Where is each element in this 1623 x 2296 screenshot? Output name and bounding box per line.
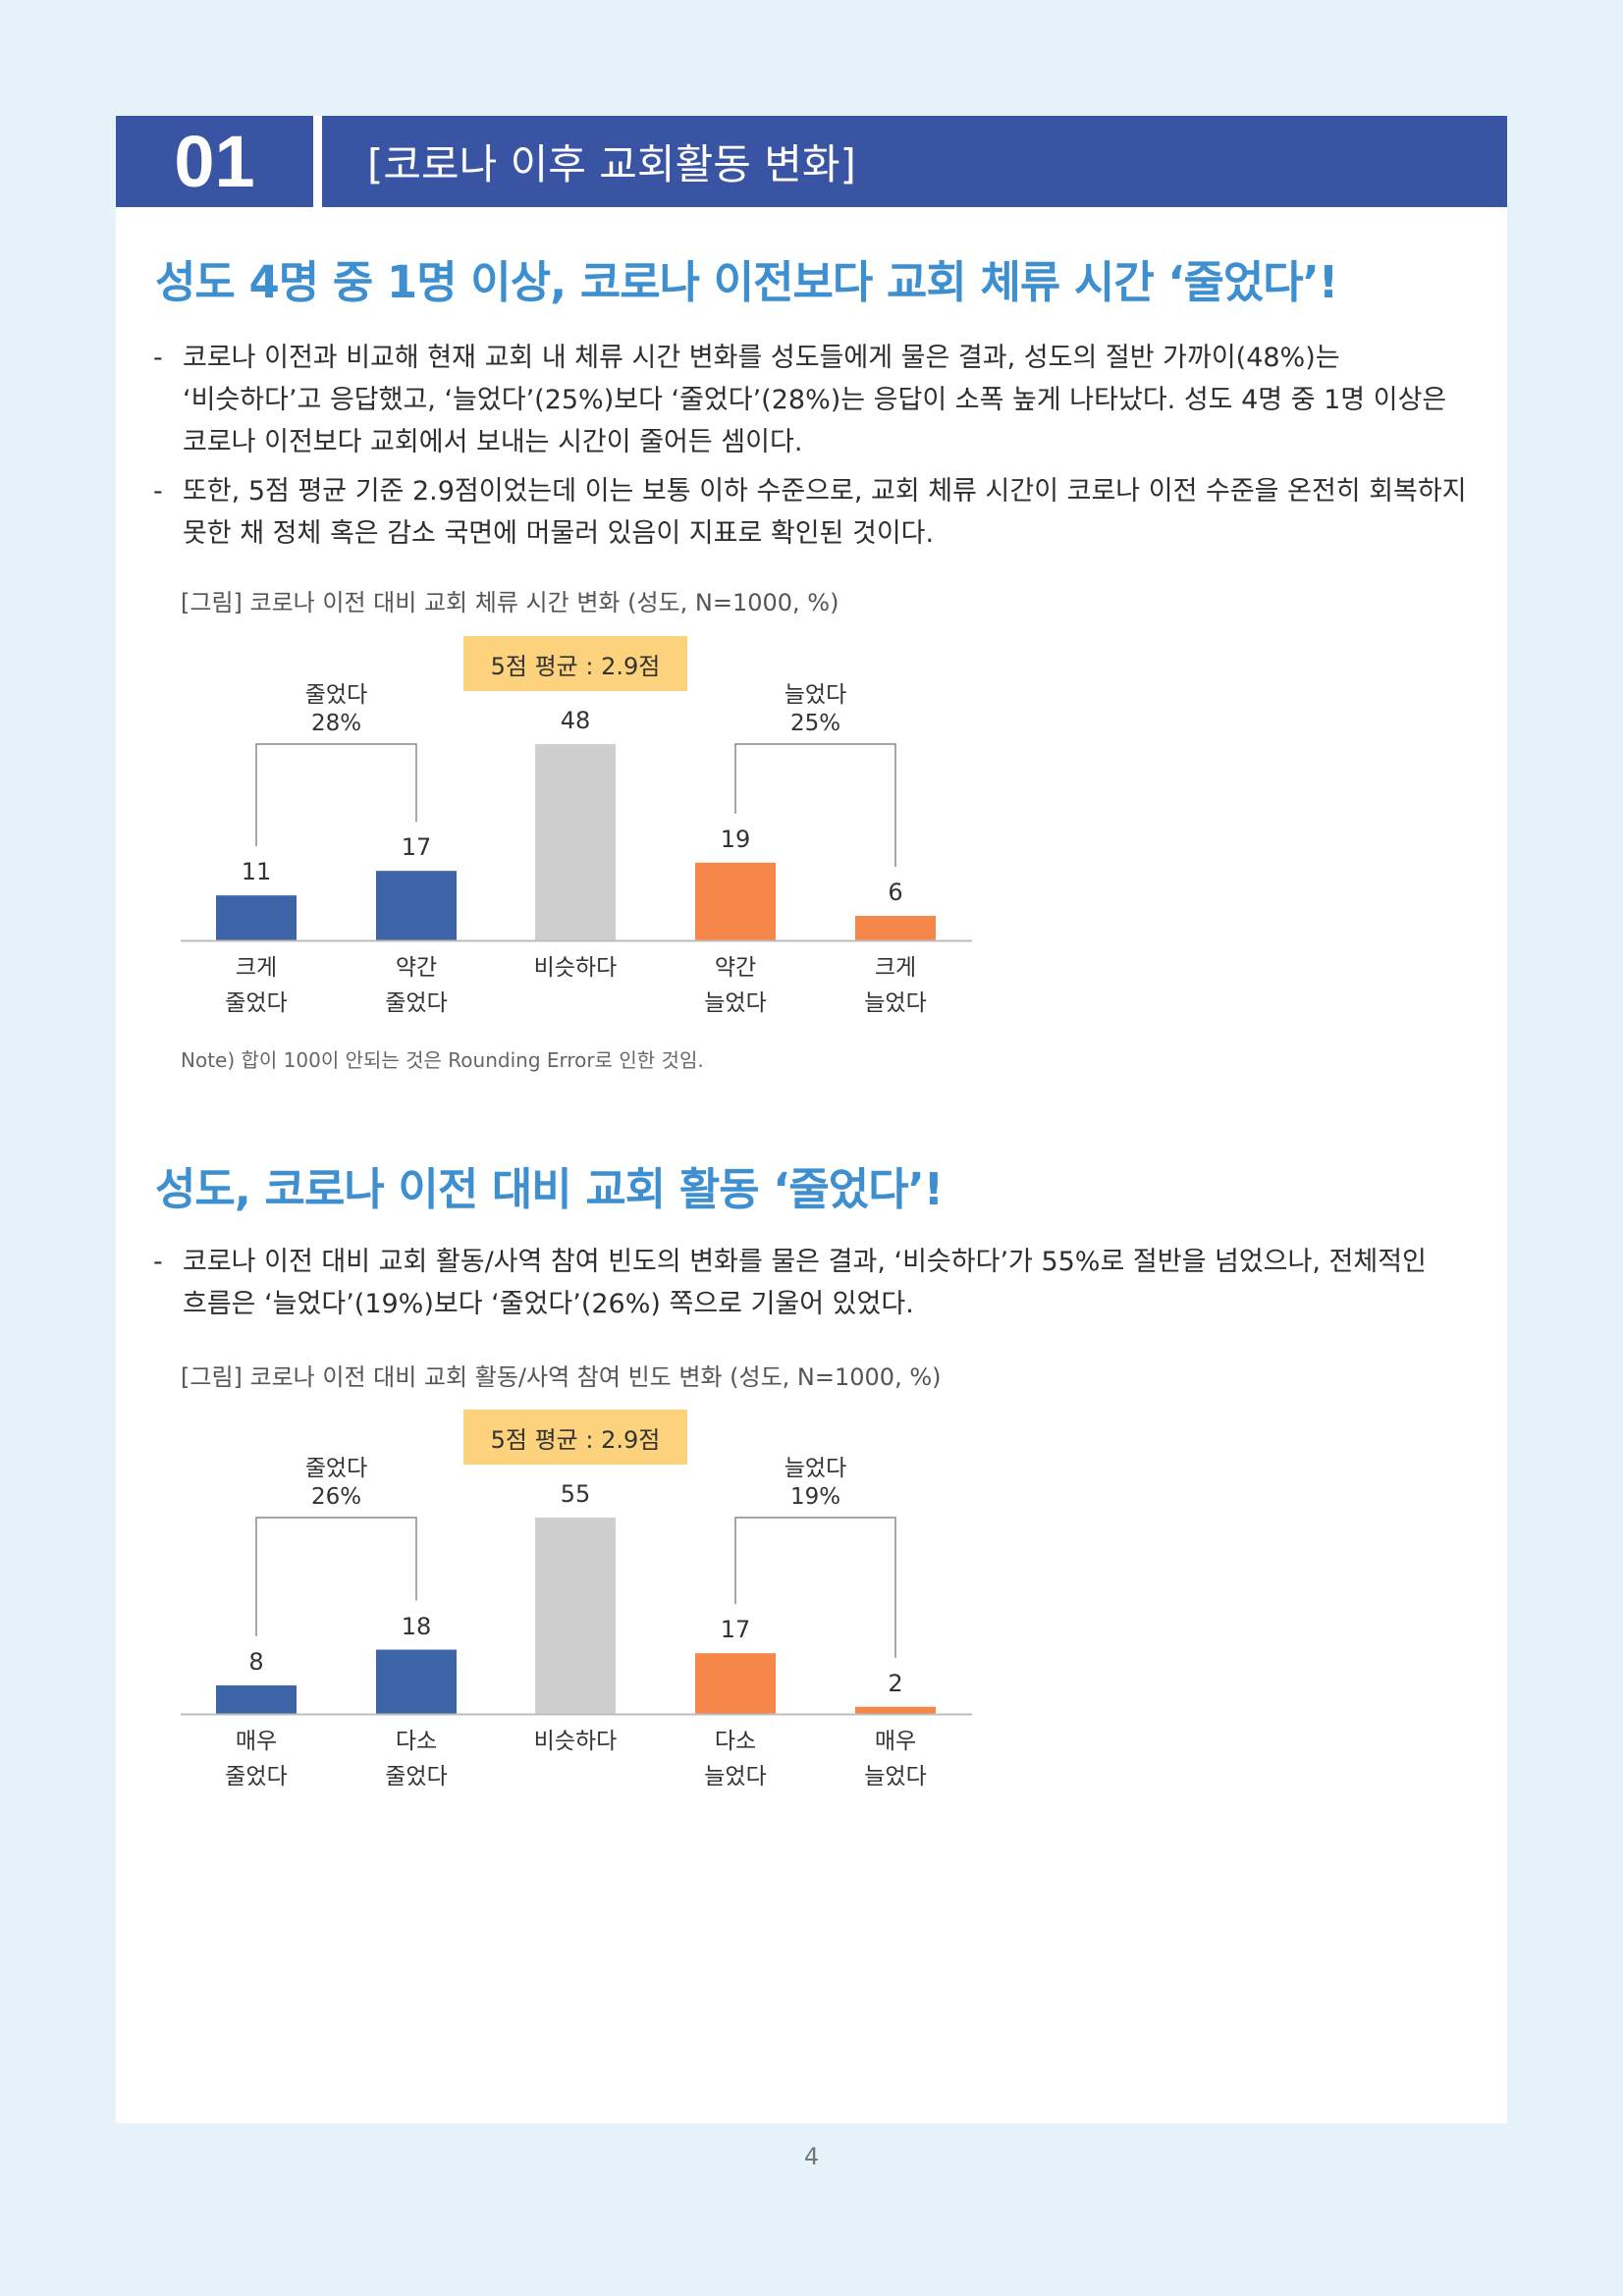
bar [695,1653,776,1714]
bullet-item: 코로나 이전 대비 교회 활동/사역 참여 빈도의 변화를 물은 결과, ‘비슷… [153,1241,1474,1325]
chart-svg [181,743,972,942]
group-name: 줄었다 [304,682,368,708]
category-label: 비슷하다 [507,950,644,986]
page: 01 [코로나 이후 교회활동 변화] 성도 4명 중 1명 이상, 코로나 이… [116,116,1507,2123]
bullet-item: 또한, 5점 평균 기준 2.9점이었는데 이는 보통 이하 수준으로, 교회 … [153,470,1474,555]
category-label: 비슷하다 [507,1724,644,1759]
figure-caption: [그림] 코로나 이전 대비 교회 체류 시간 변화 (성도, N=1000, … [181,589,839,616]
page-number: 4 [803,2143,820,2170]
bar-value-label: 6 [888,879,903,906]
category-label-line: 비슷하다 [533,1729,618,1754]
group-percent: 19% [789,1484,841,1510]
group-percent: 28% [310,711,362,736]
section-title: [코로나 이후 교회활동 변화] [322,116,1507,207]
category-label-line: 줄었다 [225,1764,288,1789]
category-label-line: 다소 [395,1729,438,1754]
group-name: 늘었다 [784,682,847,708]
average-badge: 5점 평균 : 2.9점 [463,636,687,691]
decrease-group-label: 줄었다 26% [258,1455,415,1512]
bar-value-label: 55 [560,1480,591,1508]
bar [376,1649,457,1714]
group-name: 늘었다 [784,1456,847,1481]
chart-svg [181,1517,972,1716]
decrease-bracket [255,1517,417,1636]
category-label-line: 늘었다 [704,1764,767,1789]
increase-bracket [734,743,896,867]
category-label-line: 늘었다 [864,1764,927,1789]
bar-value-label: 8 [248,1647,264,1676]
section1-heading: 성도 4명 중 1명 이상, 코로나 이전보다 교회 체류 시간 ‘줄었다’! [155,256,1338,308]
bar-value-label: 48 [560,707,591,734]
bar-value-label: 17 [720,1616,751,1644]
category-label-line: 약간 [714,955,757,981]
bar [216,1684,297,1714]
figure-note: Note) 합이 100이 안되는 것은 Rounding Error로 인한 … [181,1048,704,1072]
increase-group-label: 늘었다 25% [737,681,894,738]
bar-value-label: 11 [241,858,272,886]
chart-activity-frequency: 줄었다 26% 늘었다 19% 5점 평균 : 2.9점 8 18 55 17 2 매우 줄었다 다소 줄… [116,1410,1098,1822]
bar [855,1706,936,1714]
group-percent: 25% [789,711,841,736]
category-label-line: 매우 [235,1729,278,1754]
bar-value-label: 2 [888,1669,903,1697]
section-number: 01 [116,116,313,207]
category-label-line: 크게 [874,955,917,981]
bar-value-label: 19 [720,825,751,853]
group-percent: 26% [310,1484,362,1510]
decrease-group-label: 줄었다 28% [258,681,415,738]
bar-value-label: 17 [401,833,432,862]
bar [695,862,776,940]
average-badge: 5점 평균 : 2.9점 [463,1410,687,1465]
category-label-line: 줄었다 [385,990,448,1016]
category-label-line: 매우 [874,1729,917,1754]
bar [855,916,936,940]
figure-caption: [그림] 코로나 이전 대비 교회 활동/사역 참여 빈도 변화 (성도, N=… [181,1363,942,1391]
section1-bullets: 코로나 이전과 비교해 현재 교회 내 체류 시간 변화를 성도들에게 물은 결… [153,337,1474,561]
category-label-line: 줄었다 [385,1764,448,1789]
section2-bullets: 코로나 이전 대비 교회 활동/사역 참여 빈도의 변화를 물은 결과, ‘비슷… [153,1241,1474,1332]
section-header: 01 [코로나 이후 교회활동 변화] [116,116,1507,207]
bar [376,871,457,940]
bar [216,895,297,940]
category-label-line: 다소 [714,1729,757,1754]
bar [535,744,616,940]
decrease-bracket [255,743,417,847]
bullet-item: 코로나 이전과 비교해 현재 교회 내 체류 시간 변화를 성도들에게 물은 결… [153,337,1474,463]
category-label-line: 약간 [395,955,438,981]
category-label-line: 크게 [235,955,278,981]
category-label-line: 늘었다 [704,990,767,1016]
category-label-line: 줄었다 [225,990,288,1016]
category-label-line: 늘었다 [864,990,927,1016]
group-name: 줄었다 [304,1456,368,1481]
chart-stay-time: 줄었다 28% 늘었다 25% 5점 평균 : 2.9점 11 17 48 19 6 크게 줄었다 약간… [116,636,1098,1048]
category-label-line: 비슷하다 [533,955,618,981]
increase-group-label: 늘었다 19% [737,1455,894,1512]
section2-heading: 성도, 코로나 이전 대비 교회 활동 ‘줄었다’! [155,1163,944,1215]
bar-value-label: 18 [401,1612,432,1640]
bar [535,1518,616,1714]
increase-bracket [734,1517,896,1658]
